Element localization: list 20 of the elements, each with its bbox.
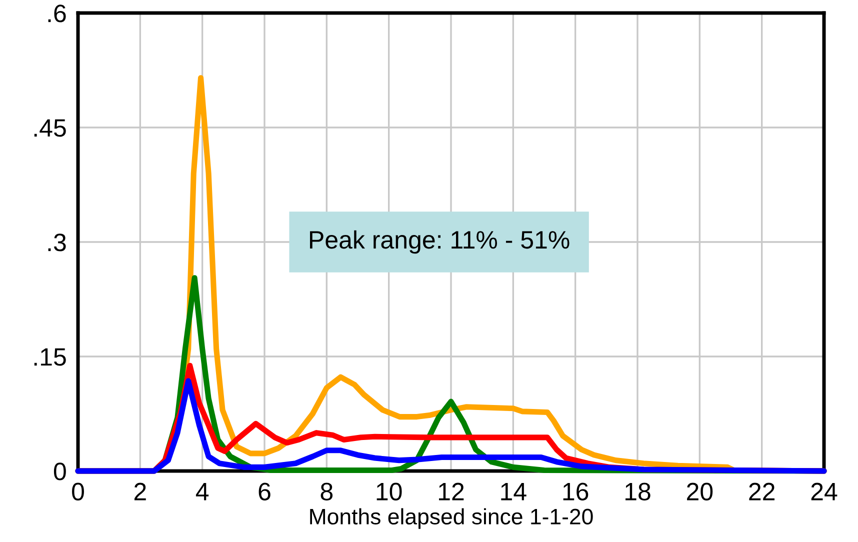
- x-tick-label: 4: [196, 483, 209, 500]
- annotation: Peak range: 11% - 51%: [310, 230, 570, 254]
- x-tick-label: 12: [439, 482, 464, 500]
- x-tick-label: 22: [749, 482, 774, 500]
- x-tick-label: 14: [501, 483, 526, 500]
- x-tick-label: 6: [258, 482, 270, 500]
- x-tick-label: 10: [376, 482, 402, 500]
- x-tick-label: 2: [134, 482, 146, 500]
- y-tick-label: .3: [48, 234, 66, 252]
- y-tick-label: .6: [48, 4, 66, 22]
- y-tick-label: .15: [34, 348, 66, 366]
- x-tick-label: 8: [320, 482, 333, 500]
- y-tick-label: .45: [34, 119, 66, 137]
- x-tick-label: 0: [72, 482, 84, 500]
- x-axis-title: Months elapsed since 1-1-20: [310, 508, 593, 529]
- x-tick-label: 24: [811, 482, 838, 500]
- y-tick-label: 0: [54, 462, 66, 480]
- x-tick-label: 20: [687, 482, 713, 500]
- x-tick-label: 18: [626, 482, 650, 500]
- x-tick-label: 16: [563, 482, 588, 500]
